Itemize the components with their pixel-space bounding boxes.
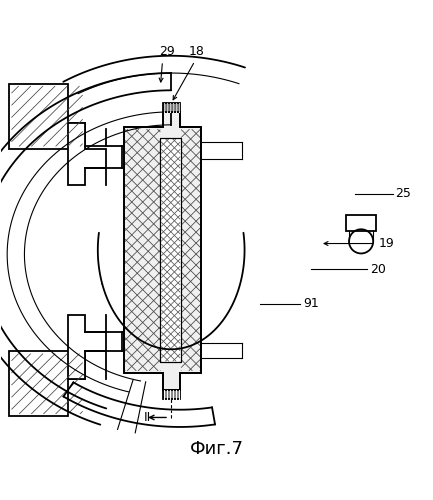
Text: 18: 18 — [189, 45, 205, 58]
Polygon shape — [68, 122, 107, 186]
Text: 29: 29 — [159, 45, 175, 58]
Text: 19: 19 — [378, 237, 394, 250]
Polygon shape — [124, 112, 201, 390]
Text: 20: 20 — [370, 263, 386, 276]
Polygon shape — [162, 390, 180, 399]
Text: 91: 91 — [303, 298, 319, 310]
Polygon shape — [10, 84, 85, 148]
Polygon shape — [160, 138, 181, 362]
Polygon shape — [346, 216, 376, 230]
Polygon shape — [10, 352, 85, 416]
Polygon shape — [162, 104, 180, 112]
Polygon shape — [68, 314, 107, 380]
Text: Фиг.7: Фиг.7 — [190, 440, 243, 458]
Text: II: II — [144, 411, 151, 424]
Text: 25: 25 — [396, 188, 411, 200]
